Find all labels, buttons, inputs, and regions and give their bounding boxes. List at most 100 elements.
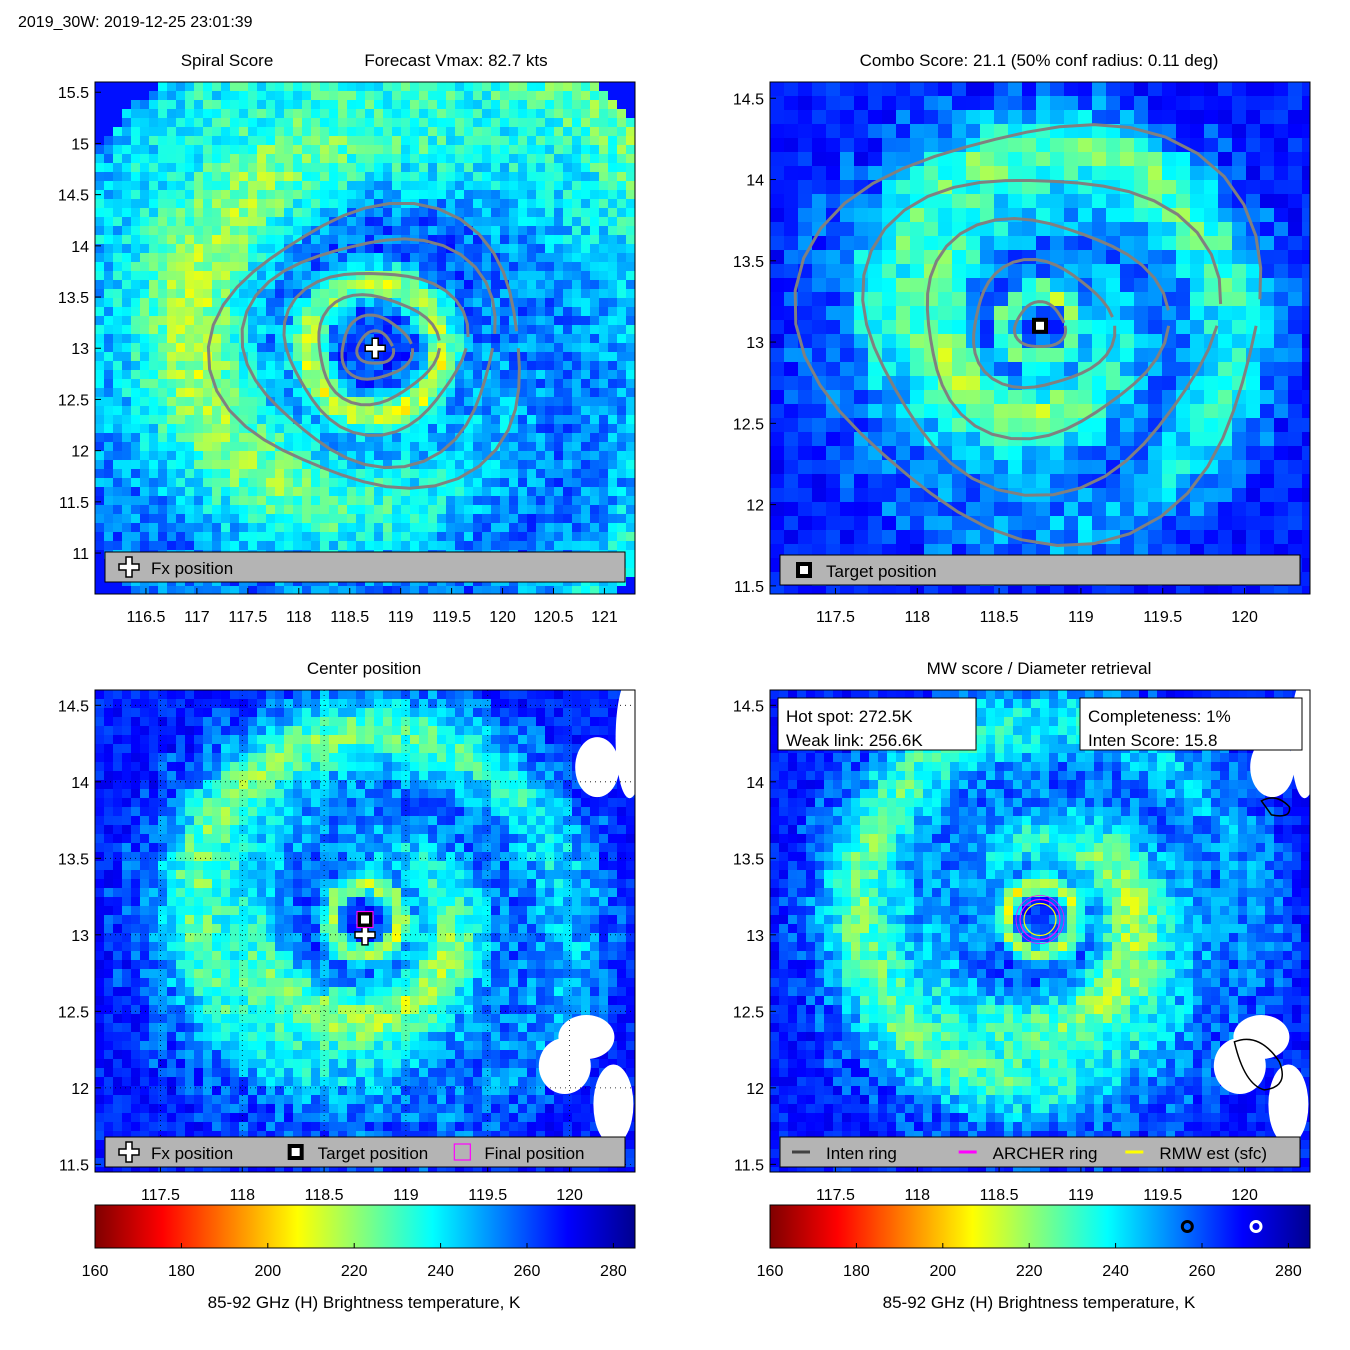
panel3-title: Center position <box>307 659 421 678</box>
field-cell <box>419 361 429 371</box>
field-cell <box>113 496 123 506</box>
field-cell <box>994 110 1009 125</box>
field-cell <box>374 82 384 92</box>
field-cell <box>1176 460 1191 475</box>
field-cell <box>1204 222 1219 237</box>
field-cell <box>590 361 600 371</box>
field-cell <box>167 586 177 594</box>
field-cell <box>221 370 231 380</box>
field-cell <box>329 523 339 533</box>
field-cell <box>581 460 591 470</box>
field-cell <box>491 145 501 155</box>
field-cell <box>868 502 883 517</box>
field-cell <box>221 127 231 137</box>
field-cell <box>464 235 474 245</box>
field-cell <box>626 352 635 362</box>
field-cell <box>518 82 528 92</box>
field-cell <box>938 516 953 531</box>
field-cell <box>581 325 591 335</box>
field-cell <box>1008 362 1023 377</box>
field-cell <box>994 96 1009 111</box>
field-cell <box>401 388 411 398</box>
field-cell <box>194 316 204 326</box>
field-cell <box>896 138 911 153</box>
field-cell <box>491 406 501 416</box>
field-cell <box>1148 82 1163 97</box>
field-cell <box>185 163 195 173</box>
field-cell <box>266 307 276 317</box>
field-cell <box>248 307 258 317</box>
field-cell <box>868 474 883 489</box>
field-cell <box>527 127 537 137</box>
field-cell <box>176 172 186 182</box>
field-cell <box>563 262 573 272</box>
field-cell <box>554 406 564 416</box>
field-cell <box>176 361 186 371</box>
field-cell <box>437 208 447 218</box>
field-cell <box>104 325 114 335</box>
field-cell <box>464 100 474 110</box>
field-cell <box>1064 474 1079 489</box>
field-cell <box>302 154 312 164</box>
field-cell <box>140 433 150 443</box>
field-cell <box>185 91 195 101</box>
field-cell <box>938 278 953 293</box>
field-cell <box>590 460 600 470</box>
field-cell <box>266 496 276 506</box>
field-cell <box>868 320 883 335</box>
field-cell <box>158 154 168 164</box>
field-cell <box>980 376 995 391</box>
field-cell <box>149 690 159 700</box>
field-cell <box>545 496 555 506</box>
field-cell <box>608 109 618 119</box>
field-cell <box>176 235 186 245</box>
field-cell <box>131 523 141 533</box>
field-cell <box>185 109 195 119</box>
field-cell <box>212 253 222 263</box>
field-cell <box>149 280 159 290</box>
field-cell <box>1288 236 1303 251</box>
field-cell <box>149 163 159 173</box>
field-cell <box>626 361 635 371</box>
field-cell <box>518 586 528 594</box>
field-cell <box>185 190 195 200</box>
field-cell <box>248 91 258 101</box>
field-cell <box>924 250 939 265</box>
field-cell <box>122 334 132 344</box>
field-cell <box>608 370 618 380</box>
field-cell <box>952 152 967 167</box>
field-cell <box>401 379 411 389</box>
field-cell <box>854 208 869 223</box>
field-cell <box>257 226 267 236</box>
field-cell <box>383 217 393 227</box>
field-cell <box>473 379 483 389</box>
field-cell <box>966 124 981 139</box>
field-cell <box>113 424 123 434</box>
field-cell <box>203 541 213 551</box>
field-cell <box>572 136 582 146</box>
field-cell <box>536 163 546 173</box>
field-cell <box>1302 96 1310 111</box>
field-cell <box>203 82 213 92</box>
field-cell <box>1134 530 1149 545</box>
field-cell <box>140 388 150 398</box>
field-cell <box>464 334 474 344</box>
field-cell <box>248 451 258 461</box>
field-cell <box>149 208 159 218</box>
field-cell <box>284 316 294 326</box>
field-cell <box>230 217 240 227</box>
field-cell <box>590 469 600 479</box>
field-cell <box>131 100 141 110</box>
field-cell <box>599 145 609 155</box>
field-cell <box>617 298 627 308</box>
field-cell <box>257 690 267 700</box>
field-cell <box>410 424 420 434</box>
field-cell <box>212 415 222 425</box>
field-cell <box>1162 82 1177 97</box>
field-cell <box>140 181 150 191</box>
field-cell <box>527 325 537 335</box>
field-cell <box>428 118 438 128</box>
field-cell <box>1008 586 1023 594</box>
field-cell <box>1176 152 1191 167</box>
field-cell <box>455 289 465 299</box>
